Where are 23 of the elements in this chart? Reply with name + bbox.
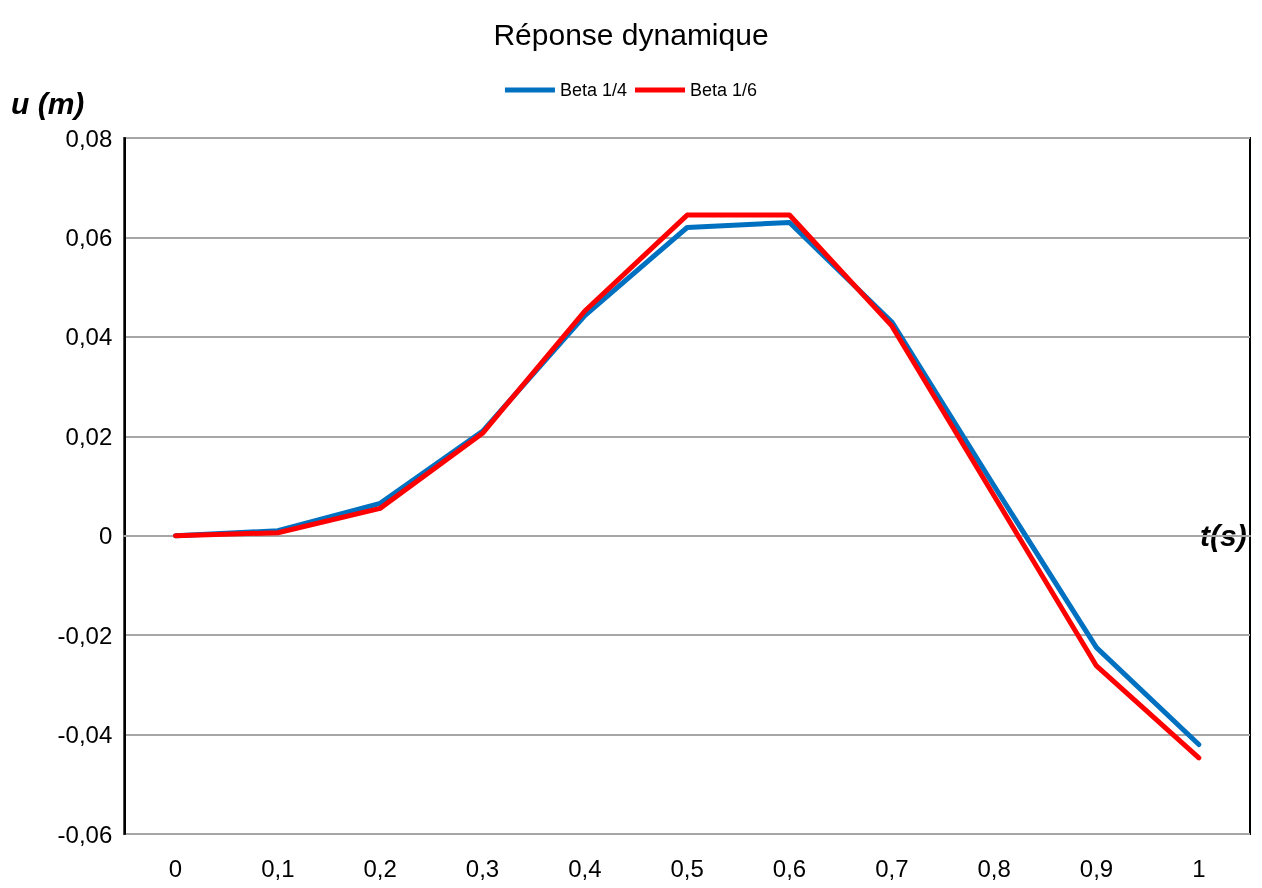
x-tick-label: 0,9 xyxy=(1079,854,1114,882)
x-tick-label: 0 xyxy=(168,854,183,882)
y-tick-label: 0,04 xyxy=(65,323,113,351)
legend-label: Beta 1/4 xyxy=(559,80,628,100)
x-tick-label: 0,2 xyxy=(363,854,397,882)
y-axis-title: u (m) xyxy=(10,86,85,120)
y-tick-label: 0,06 xyxy=(65,223,113,251)
x-tick-label: 0,7 xyxy=(875,854,909,882)
x-tick-label: 0,6 xyxy=(772,854,807,882)
x-tick-label: 0,3 xyxy=(465,854,500,882)
x-tick-label: 0,5 xyxy=(670,854,704,882)
x-tick-label: 0,1 xyxy=(261,854,295,882)
x-tick-label: 0,8 xyxy=(977,854,1011,882)
y-tick-label: 0 xyxy=(98,522,113,550)
chart-title: Réponse dynamique xyxy=(493,17,769,51)
x-tick-label: 1 xyxy=(1192,854,1206,882)
y-tick-label: -0,06 xyxy=(57,820,113,848)
legend-label: Beta 1/6 xyxy=(690,80,758,100)
y-tick-label: 0,08 xyxy=(65,124,113,152)
y-tick-label: -0,04 xyxy=(57,721,113,749)
y-tick-label: 0,02 xyxy=(65,422,113,450)
y-tick-label: -0,02 xyxy=(57,621,113,649)
x-tick-label: 0,4 xyxy=(568,854,602,882)
